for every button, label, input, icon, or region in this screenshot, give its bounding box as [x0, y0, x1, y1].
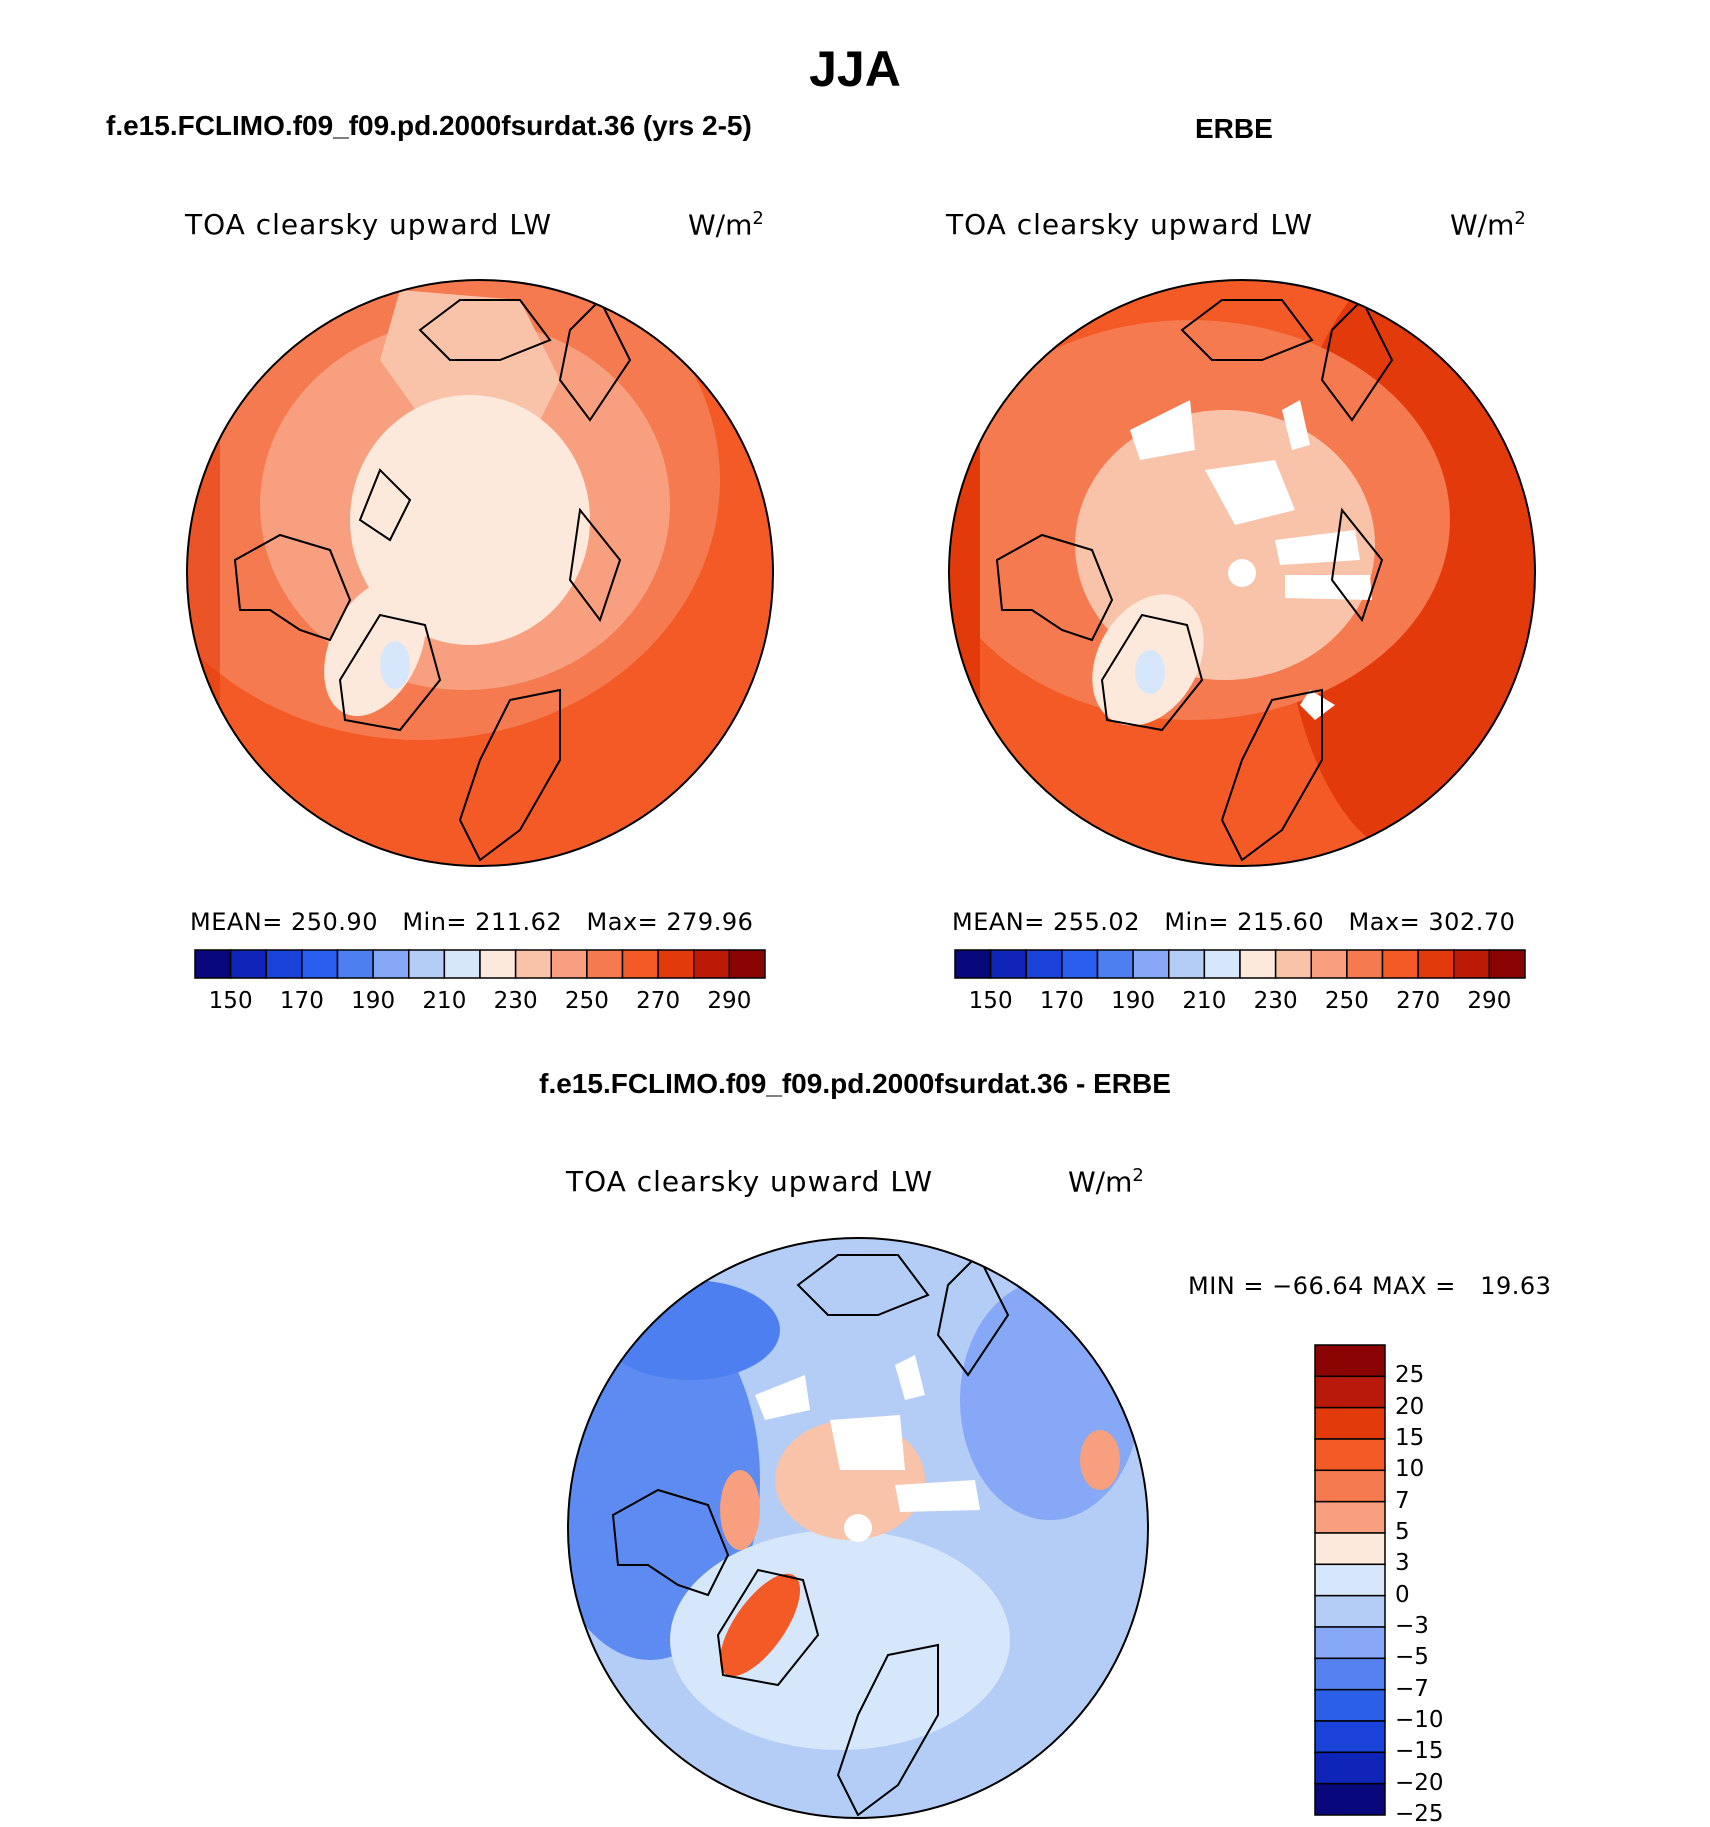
diff-colorbar-box — [1314, 1406, 1386, 1440]
diff-colorbar-box — [1314, 1751, 1386, 1785]
diff-colorbar-box — [1314, 1688, 1386, 1722]
model-colorbar-box — [194, 949, 232, 979]
diff-colorbar-box — [1314, 1375, 1386, 1409]
obs-colorbar-tick-label: 290 — [1467, 988, 1512, 1014]
obs-colorbar-box — [1346, 949, 1384, 979]
obs-colorbar-box — [1488, 949, 1526, 979]
diff-colorbar-box — [1314, 1344, 1386, 1378]
diff-colorbar-tick-label: −3 — [1395, 1613, 1429, 1639]
model-colorbar-box — [479, 949, 517, 979]
diff-colorbar-box — [1314, 1626, 1386, 1660]
model-colorbar-box — [336, 949, 374, 979]
model-colorbar-box — [693, 949, 731, 979]
obs-colorbar-box — [1417, 949, 1455, 979]
obs-variable-label: TOA clearsky upward LW — [946, 208, 1314, 241]
diff-colorbar-box — [1314, 1594, 1386, 1628]
obs-colorbar-tick-label: 170 — [1039, 988, 1084, 1014]
obs-colorbar-box — [1381, 949, 1419, 979]
diff-panel-title: f.e15.FCLIMO.f09_f09.pd.2000fsurdat.36 -… — [539, 1068, 1171, 1099]
diff-colorbar-tick-label: 3 — [1395, 1550, 1410, 1577]
model-colorbar-box — [443, 949, 481, 979]
model-panel-title: f.e15.FCLIMO.f09_f09.pd.2000fsurdat.36 (… — [106, 110, 752, 141]
obs-colorbar-tick-label: 150 — [968, 988, 1013, 1014]
obs-colorbar-box — [1203, 949, 1241, 979]
model-colorbar-box — [408, 949, 446, 979]
obs-colorbar-tick-label: 190 — [1111, 988, 1156, 1014]
diff-colorbar-tick-label: −5 — [1395, 1644, 1429, 1671]
diff-colorbar-box — [1314, 1532, 1386, 1566]
diff-colorbar-tick-label: 10 — [1395, 1456, 1425, 1483]
diff-colorbar-tick-label: −10 — [1395, 1707, 1444, 1733]
obs-colorbar-box — [1274, 949, 1312, 979]
obs-colorbar-tick-label: 270 — [1396, 988, 1441, 1014]
model-colorbar-tick-label: 290 — [707, 988, 752, 1014]
model-colorbar-box — [621, 949, 659, 979]
diff-colorbar-box — [1314, 1657, 1386, 1691]
diff-variable-label: TOA clearsky upward LW — [566, 1165, 934, 1198]
obs-panel-title: ERBE — [1195, 113, 1273, 144]
diff-colorbar-tick-label: 15 — [1395, 1425, 1425, 1451]
obs-colorbar-box — [1239, 949, 1277, 979]
model-colorbar-tick-label: 150 — [208, 988, 253, 1014]
model-colorbar-tick-label: 230 — [493, 988, 538, 1014]
obs-colorbar-box — [1453, 949, 1491, 979]
diff-colorbar-box — [1314, 1438, 1386, 1472]
obs-colorbar-box — [1061, 949, 1099, 979]
model-colorbar-tick-label: 170 — [279, 988, 324, 1014]
diff-colorbar-tick-label: 25 — [1395, 1362, 1425, 1389]
diff-colorbar-box — [1314, 1500, 1386, 1534]
obs-colorbar-box — [1310, 949, 1348, 979]
diff-colorbar-tick-label: 20 — [1395, 1393, 1425, 1420]
model-units-label: W/m2 — [688, 208, 764, 242]
obs-colorbar-box — [989, 949, 1027, 979]
diff-colorbar-tick-label: −20 — [1395, 1769, 1444, 1796]
diff-colorbar-tick-label: −25 — [1395, 1801, 1444, 1827]
diff-stats: MIN = −66.64 MAX = 19.63 — [1188, 1272, 1552, 1300]
model-colorbar-box — [265, 949, 303, 979]
diff-units-label: W/m2 — [1068, 1165, 1144, 1199]
model-colorbar-box — [586, 949, 624, 979]
model-colorbar-tick-label: 190 — [351, 988, 396, 1014]
model-colorbar-tick-label: 250 — [564, 988, 609, 1014]
obs-stats: MEAN= 255.02 Min= 215.60 Max= 302.70 — [952, 908, 1516, 936]
obs-colorbar-tick-label: 230 — [1253, 988, 1298, 1014]
model-colorbar-tick-label: 210 — [422, 988, 467, 1014]
diff-colorbar-tick-label: −7 — [1395, 1675, 1429, 1702]
obs-colorbar-box — [1025, 949, 1063, 979]
model-colorbar-box — [229, 949, 267, 979]
model-colorbar-box — [301, 949, 339, 979]
diff-colorbar-tick-label: −15 — [1395, 1738, 1444, 1765]
obs-colorbar-box — [954, 949, 992, 979]
model-variable-label: TOA clearsky upward LW — [185, 208, 553, 241]
diff-colorbar-box — [1314, 1782, 1386, 1816]
obs-colorbar-box — [1168, 949, 1206, 979]
diff-colorbar-tick-label: 7 — [1395, 1487, 1410, 1514]
model-colorbar-box — [372, 949, 410, 979]
diff-colorbar-box — [1314, 1563, 1386, 1597]
obs-units-label: W/m2 — [1450, 208, 1526, 242]
obs-colorbar-tick-label: 210 — [1182, 988, 1227, 1014]
model-colorbar-box — [514, 949, 552, 979]
model-stats: MEAN= 250.90 Min= 211.62 Max= 279.96 — [190, 908, 754, 936]
diff-colorbar-box — [1314, 1469, 1386, 1503]
model-colorbar-box — [728, 949, 766, 979]
diff-colorbar-tick-label: 0 — [1395, 1581, 1410, 1608]
obs-colorbar-box — [1096, 949, 1134, 979]
model-colorbar-box — [550, 949, 588, 979]
diff-colorbar-tick-label: 5 — [1395, 1519, 1410, 1545]
obs-colorbar-box — [1132, 949, 1170, 979]
season-title: JJA — [809, 41, 901, 97]
diff-colorbar-box — [1314, 1720, 1386, 1754]
model-colorbar-box — [657, 949, 695, 979]
model-colorbar-tick-label: 270 — [636, 988, 681, 1014]
obs-colorbar-tick-label: 250 — [1324, 988, 1369, 1014]
